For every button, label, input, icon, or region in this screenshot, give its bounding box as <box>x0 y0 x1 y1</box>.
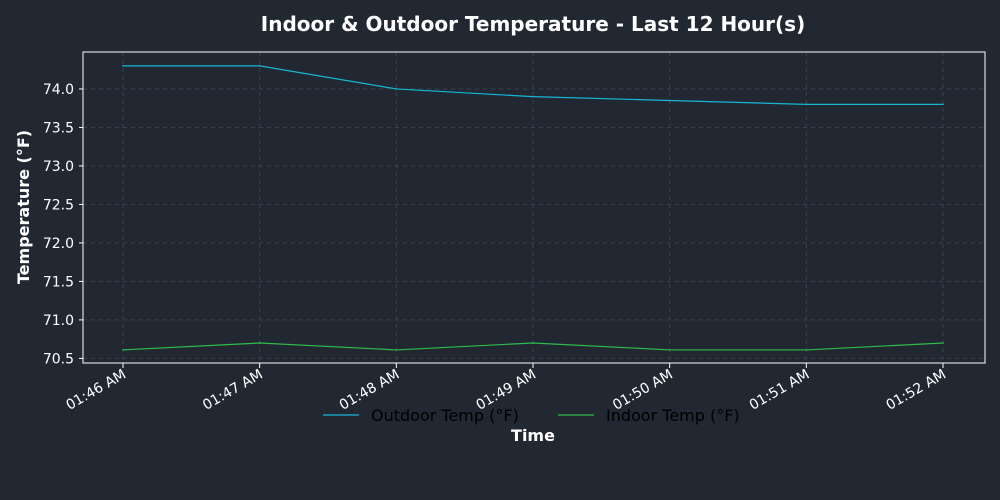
y-tick-label: 74.0 <box>43 82 74 98</box>
x-axis-label: Time <box>511 426 555 445</box>
plot-frame <box>82 51 986 364</box>
plot-background <box>83 52 985 363</box>
data-point <box>395 88 398 90</box>
data-point <box>805 103 808 106</box>
data-point <box>395 349 398 351</box>
grid-layer <box>83 52 985 363</box>
y-tick-label: 73.5 <box>43 120 74 136</box>
chart-title: Indoor & Outdoor Temperature - Last 12 H… <box>261 12 805 36</box>
data-point <box>258 65 261 67</box>
data-point <box>122 349 124 351</box>
y-axis-label: Temperature (°F) <box>14 130 33 284</box>
y-tick-label: 70.5 <box>43 351 74 367</box>
data-point <box>668 349 671 351</box>
y-tick-label: 72.0 <box>43 236 74 252</box>
y-axis-ticks: 70.5 71.0 71.5 72.0 72.5 73.0 73.5 74.0 <box>43 82 83 367</box>
data-point <box>942 342 944 344</box>
y-tick-label: 72.5 <box>43 197 74 213</box>
y-tick-label: 71.0 <box>43 313 74 329</box>
series-1 <box>122 342 944 351</box>
y-tick-label: 71.5 <box>43 274 74 290</box>
legend-item: Indoor Temp (°F) <box>558 406 740 425</box>
data-point <box>532 342 534 344</box>
data-point <box>805 349 808 351</box>
legend: Outdoor Temp (°F) Indoor Temp (°F) <box>323 406 740 425</box>
y-tick-label: 73.0 <box>43 159 74 175</box>
data-point <box>122 65 124 67</box>
data-point <box>532 95 534 98</box>
series-0 <box>122 65 944 106</box>
series-layer <box>122 65 944 351</box>
data-point <box>668 99 671 102</box>
legend-label: Outdoor Temp (°F) <box>371 406 519 425</box>
legend-item: Outdoor Temp (°F) <box>323 406 519 425</box>
data-point <box>258 342 261 344</box>
data-point <box>942 103 944 106</box>
legend-label: Indoor Temp (°F) <box>606 406 740 425</box>
